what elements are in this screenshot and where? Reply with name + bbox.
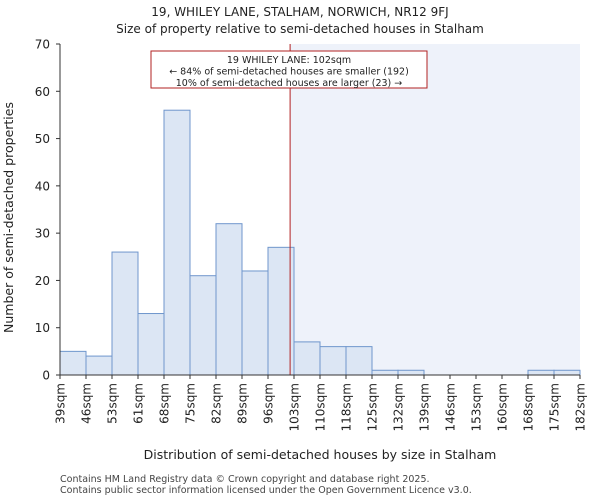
y-axis-label: Number of semi-detached properties: [1, 102, 16, 333]
x-tick-label: 68sqm: [158, 383, 172, 424]
y-tick-label: 0: [42, 369, 50, 383]
larger-houses-region: [290, 44, 580, 375]
footer-licence: Contains public sector information licen…: [60, 485, 472, 496]
bar-75sqm: [189, 275, 217, 376]
x-tick-label: 96sqm: [262, 383, 276, 424]
bar-68sqm: [163, 109, 191, 376]
bar-103sqm: [293, 341, 321, 376]
x-tick-label: 182sqm: [574, 383, 588, 431]
x-tick-label: 61sqm: [132, 383, 146, 424]
annotation-line-2: ← 84% of semi-detached houses are smalle…: [169, 67, 409, 78]
x-tick-label: 160sqm: [496, 383, 510, 431]
x-tick-label: 53sqm: [106, 383, 120, 424]
bar-118sqm: [345, 346, 373, 376]
x-tick-label: 153sqm: [470, 383, 484, 431]
y-tick-label: 10: [35, 321, 50, 335]
bar-132sqm: [397, 369, 425, 376]
x-tick-label: 125sqm: [366, 383, 380, 431]
y-tick-label: 30: [35, 227, 50, 241]
axes-group: 0 10 20 30 40 50 60 70 39sqm 46sqm 53sqm 61sqm 68sqm…: [35, 38, 588, 432]
bar-110sqm: [319, 346, 347, 376]
annotation-line-1: 19 WHILEY LANE: 102sqm: [227, 55, 351, 66]
bar-168sqm: [527, 369, 555, 376]
bar-82sqm: [215, 223, 243, 376]
y-tick-label: 70: [35, 38, 50, 52]
x-tick-label: 89sqm: [236, 383, 250, 424]
x-tick-label: 46sqm: [80, 383, 94, 424]
x-tick-label: 103sqm: [288, 383, 302, 431]
bar-89sqm: [241, 270, 269, 376]
chart-title-subtitle: Size of property relative to semi-detach…: [116, 22, 484, 36]
bar-46sqm: [85, 355, 113, 376]
x-tick-label: 118sqm: [340, 383, 354, 431]
y-tick-label: 60: [35, 85, 50, 99]
bar-125sqm: [371, 369, 399, 376]
x-tick-label: 146sqm: [444, 383, 458, 431]
footer-copyright: Contains HM Land Registry data © Crown c…: [60, 474, 430, 485]
annotation-box: 19 WHILEY LANE: 102sqm ← 84% of semi-det…: [150, 50, 428, 89]
annotation-border: [150, 50, 428, 89]
bar-53sqm: [111, 251, 139, 376]
x-tick-label: 168sqm: [522, 383, 536, 431]
bar-39sqm: [59, 350, 87, 376]
x-tick-label: 75sqm: [184, 383, 198, 424]
x-tick-label: 39sqm: [54, 383, 68, 424]
x-tick-label: 139sqm: [418, 383, 432, 431]
y-tick-label: 50: [35, 132, 50, 146]
bar-61sqm: [137, 313, 165, 376]
y-tick-label: 40: [35, 179, 50, 193]
chart-title-address: 19, WHILEY LANE, STALHAM, NORWICH, NR12 …: [151, 5, 449, 19]
x-tick-label: 175sqm: [548, 383, 562, 431]
annotation-line-3: 10% of semi-detached houses are larger (…: [176, 78, 403, 89]
x-tick-label: 132sqm: [392, 383, 406, 431]
bar-175sqm: [553, 369, 581, 376]
y-tick-label: 20: [35, 274, 50, 288]
x-tick-label: 82sqm: [210, 383, 224, 424]
x-axis-label: Distribution of semi-detached houses by …: [144, 447, 497, 462]
x-tick-label: 110sqm: [314, 383, 328, 431]
